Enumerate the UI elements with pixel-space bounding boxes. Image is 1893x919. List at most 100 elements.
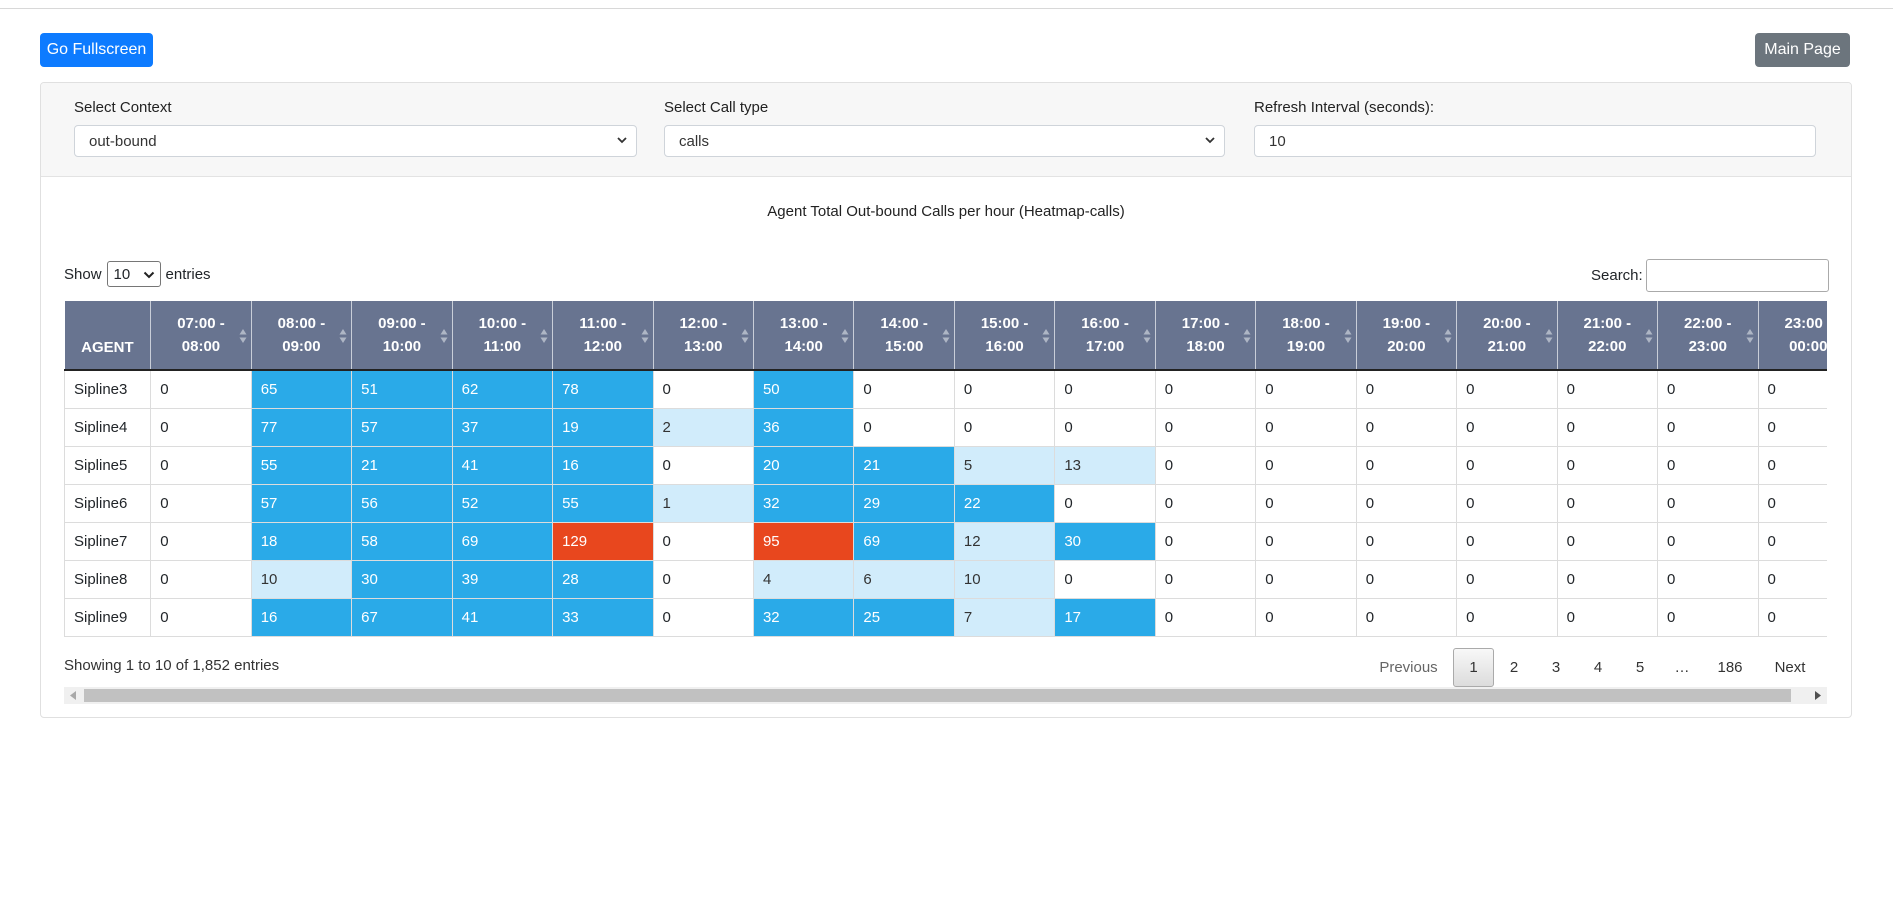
entries-length-value: 10 (113, 265, 131, 283)
column-header-hour[interactable]: 11:00 - 12:00 (552, 301, 654, 370)
sort-icon (942, 329, 950, 343)
pagination-page-3[interactable]: 3 (1551, 659, 1561, 676)
column-header-hour[interactable]: 12:00 - 13:00 (653, 301, 754, 370)
scroll-right-arrow-icon[interactable] (1814, 691, 1822, 700)
call-type-value: calls (679, 132, 710, 150)
column-header-hour[interactable]: 16:00 - 17:00 (1054, 301, 1156, 370)
sort-icon (540, 329, 548, 343)
column-header-hour[interactable]: 10:00 - 11:00 (452, 301, 554, 370)
heatmap-cell: 33 (552, 597, 654, 637)
heatmap-cell: 0 (1657, 445, 1759, 485)
heatmap-cell: 69 (853, 521, 955, 561)
chevron-down-icon (143, 271, 154, 279)
column-header-hour[interactable]: 08:00 - 09:00 (251, 301, 353, 370)
filter-bar: Select Context out-bound Select Call typ… (41, 83, 1851, 177)
column-header-agent[interactable]: AGENT (64, 301, 152, 370)
heatmap-cell: 0 (1355, 445, 1458, 485)
chevron-down-icon (1205, 137, 1215, 144)
column-header-label: 13:00 - 14:00 (779, 315, 828, 355)
pagination-page-2[interactable]: 2 (1509, 659, 1519, 676)
heatmap-cell: 0 (1556, 369, 1659, 409)
column-header-hour[interactable]: 13:00 - 14:00 (753, 301, 855, 370)
column-header-label: 14:00 - 15:00 (880, 315, 928, 355)
column-header-label: 20:00 - 21:00 (1483, 315, 1531, 355)
column-header-label: 11:00 - 12:00 (579, 315, 627, 355)
heatmap-cell: 0 (1456, 407, 1558, 447)
heatmap-cell: 0 (1757, 483, 1827, 523)
heatmap-cell: 20 (752, 445, 855, 485)
column-header-label: 07:00 - 08:00 (177, 315, 225, 355)
heatmap-cell: 2 (652, 407, 754, 447)
column-header-hour[interactable]: 14:00 - 15:00 (853, 301, 955, 370)
top-divider (0, 8, 1893, 9)
pagination-page-5[interactable]: 5 (1635, 659, 1645, 676)
heatmap-cell: 4 (752, 559, 855, 599)
call-type-label: Select Call type (664, 99, 769, 116)
column-header-hour[interactable]: 17:00 - 18:00 (1155, 301, 1257, 370)
table-header-row: AGENT 07:00 - 08:00 08:00 - 09:00 09:00 - 1… (64, 301, 1827, 370)
sort-icon (1243, 329, 1251, 343)
heatmap-cell: 77 (250, 407, 353, 447)
heatmap-cell: 0 (1355, 521, 1458, 561)
heatmap-cell: 0 (1657, 521, 1759, 561)
column-header-label: 23:00 - 00:00 (1784, 315, 1827, 355)
column-header-hour[interactable]: 20:00 - 21:00 (1456, 301, 1558, 370)
heatmap-cell: 65 (250, 369, 353, 409)
pagination-page-1[interactable]: 1 (1453, 648, 1494, 687)
column-header-hour[interactable]: 18:00 - 19:00 (1255, 301, 1357, 370)
pagination-page-186[interactable]: 186 (1717, 659, 1743, 676)
scrollbar-thumb[interactable] (84, 689, 1791, 702)
refresh-interval-input[interactable]: 10 (1254, 125, 1816, 157)
column-header-label: 17:00 - 18:00 (1181, 315, 1230, 355)
heatmap-cell: 0 (1556, 407, 1659, 447)
heatmap-cell: 0 (1657, 483, 1759, 523)
heatmap-cell: 0 (150, 597, 252, 637)
heatmap-cell: 0 (853, 369, 955, 409)
pagination-page-4[interactable]: 4 (1593, 659, 1603, 676)
heatmap-cell: 78 (552, 369, 654, 409)
sort-icon (641, 329, 649, 343)
column-header-hour[interactable]: 19:00 - 20:00 (1356, 301, 1458, 370)
search-label: Search: (1591, 267, 1643, 284)
column-header-hour[interactable]: 07:00 - 08:00 (150, 301, 252, 370)
heatmap-cell: 0 (1657, 369, 1759, 409)
heatmap-cell: 0 (1255, 597, 1357, 637)
search-input[interactable] (1645, 259, 1829, 292)
agent-cell: Sipline3 (64, 369, 152, 409)
heatmap-cell: 0 (1154, 597, 1257, 637)
sort-icon (440, 329, 448, 343)
heatmap-cell: 25 (853, 597, 955, 637)
sort-icon (1143, 329, 1151, 343)
heatmap-cell: 57 (250, 483, 353, 523)
main-page-button[interactable]: Main Page (1755, 33, 1850, 67)
heatmap-cell: 30 (351, 559, 453, 599)
pagination-previous[interactable]: Previous (1379, 659, 1438, 676)
heatmap-cell: 0 (1054, 483, 1156, 523)
pagination-next[interactable]: Next (1774, 659, 1806, 676)
horizontal-scrollbar[interactable] (64, 687, 1827, 704)
heatmap-cell: 0 (1355, 407, 1458, 447)
heatmap-cell: 5 (953, 445, 1056, 485)
heatmap-cell: 0 (1255, 445, 1357, 485)
chart-title: Agent Total Out-bound Calls per hour (He… (767, 203, 1125, 220)
heatmap-cell: 29 (853, 483, 955, 523)
heatmap-cell: 0 (1255, 483, 1357, 523)
context-select[interactable]: out-bound (74, 125, 637, 157)
context-label: Select Context (74, 99, 172, 116)
heatmap-cell: 0 (1054, 559, 1156, 599)
heatmap-cell: 18 (250, 521, 353, 561)
column-header-hour[interactable]: 22:00 - 23:00 (1657, 301, 1759, 370)
column-header-hour[interactable]: 21:00 - 22:00 (1557, 301, 1659, 370)
heatmap-cell: 0 (652, 445, 754, 485)
heatmap-cell: 67 (351, 597, 453, 637)
call-type-select[interactable]: calls (664, 125, 1225, 157)
heatmap-cell: 0 (1556, 559, 1659, 599)
column-header-hour[interactable]: 23:00 - 00:00 (1758, 301, 1827, 370)
go-fullscreen-button[interactable]: Go Fullscreen (40, 33, 153, 67)
column-header-hour[interactable]: 09:00 - 10:00 (351, 301, 453, 370)
entries-label: entries (165, 265, 211, 283)
table-info: Showing 1 to 10 of 1,852 entries (64, 657, 280, 674)
entries-length-select[interactable]: 10 (106, 261, 161, 287)
scroll-left-arrow-icon[interactable] (69, 691, 77, 700)
column-header-hour[interactable]: 15:00 - 16:00 (954, 301, 1056, 370)
